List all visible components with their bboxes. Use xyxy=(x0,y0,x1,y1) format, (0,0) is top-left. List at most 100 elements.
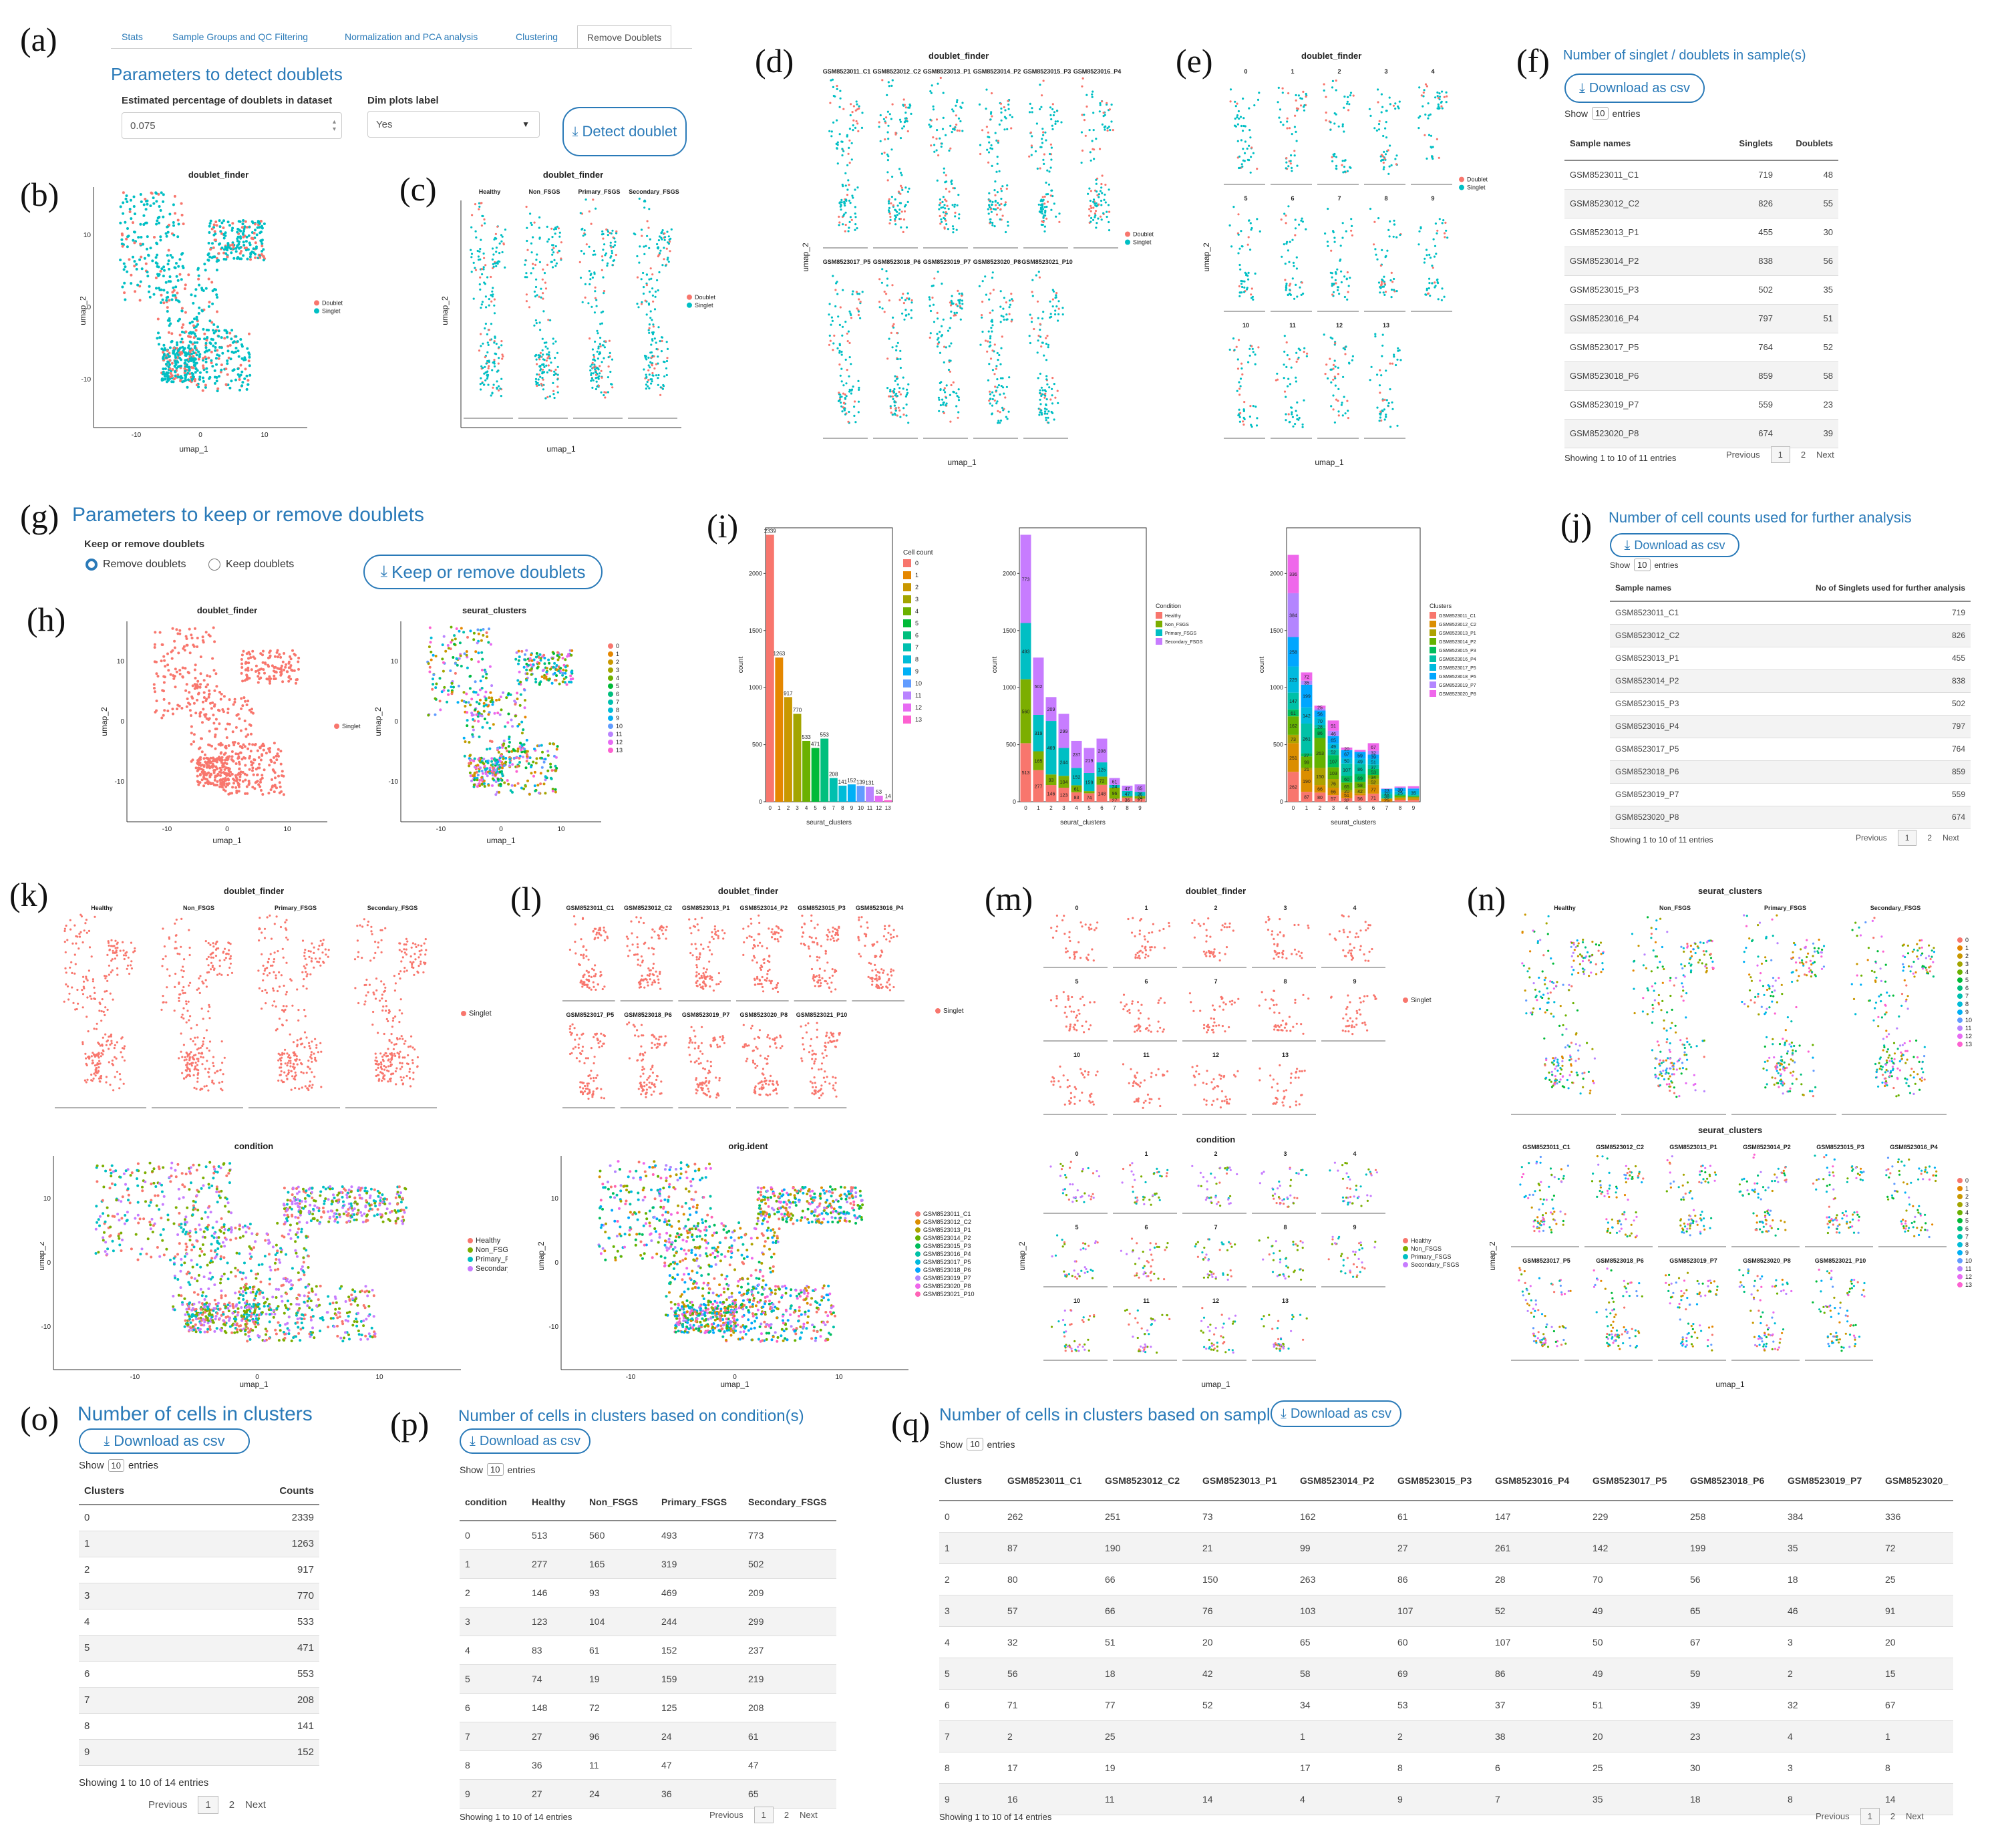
table-cell: 9 xyxy=(460,1779,526,1809)
page-2[interactable]: 2 xyxy=(784,1810,790,1820)
column-header[interactable]: GSM8523011_C1 xyxy=(1002,1460,1100,1501)
next-link[interactable]: Next xyxy=(800,1810,818,1820)
column-header[interactable]: Secondary_FSGS xyxy=(743,1483,836,1521)
radio-remove[interactable]: Remove doublets xyxy=(86,559,186,571)
column-header[interactable]: Sample names xyxy=(1564,127,1711,161)
legend-swatch xyxy=(1430,612,1436,619)
next-link[interactable]: Next xyxy=(1816,450,1834,460)
bar-segment xyxy=(1394,800,1406,802)
next-link[interactable]: Next xyxy=(1906,1811,1924,1821)
page-1[interactable]: 1 xyxy=(198,1796,218,1814)
table-row: GSM8523020_P8 674 39 xyxy=(1564,419,1838,448)
tab-clustering[interactable]: Clustering xyxy=(516,31,558,42)
pct-input[interactable]: 0.075 ▴ ▾ xyxy=(122,112,342,139)
x-axis-label: umap_1 xyxy=(1715,1380,1745,1389)
previous-link[interactable]: Previous xyxy=(709,1810,743,1820)
entries-select[interactable]: 10 xyxy=(1634,559,1651,571)
facet-label: 4 xyxy=(1431,68,1434,75)
page-1[interactable]: 1 xyxy=(1897,830,1917,846)
keep-remove-button[interactable]: ⤓ Keep or remove doublets xyxy=(363,555,603,589)
previous-link[interactable]: Previous xyxy=(1816,1811,1850,1821)
bar-segment xyxy=(1109,798,1120,802)
table-cell: 244 xyxy=(656,1607,743,1636)
next-link[interactable]: Next xyxy=(245,1799,266,1811)
bar-label: 67 xyxy=(1344,753,1349,758)
legend-label: Primary_FSGS xyxy=(1165,631,1196,636)
bar-segment xyxy=(1327,749,1339,756)
column-header[interactable]: Counts xyxy=(212,1478,319,1505)
page-2[interactable]: 2 xyxy=(1890,1811,1896,1821)
legend-label: Singlet xyxy=(322,307,341,314)
entries-select[interactable]: 10 xyxy=(108,1459,124,1472)
table-row: 9 27 24 36 65 xyxy=(460,1779,836,1809)
column-header[interactable]: Sample names xyxy=(1610,575,1743,602)
tab-stats[interactable]: Stats xyxy=(122,31,143,42)
column-header[interactable]: No of Singlets used for further analysis xyxy=(1743,575,1971,602)
y-tick-label: 1500 xyxy=(1003,627,1016,634)
entries-select[interactable]: 10 xyxy=(967,1438,983,1450)
radio-keep[interactable]: Keep doublets xyxy=(208,559,294,571)
page-2[interactable]: 2 xyxy=(1927,833,1933,842)
column-header[interactable]: GSM8523020_ xyxy=(1880,1460,1954,1501)
entries-select[interactable]: 10 xyxy=(1592,107,1609,120)
column-header[interactable]: condition xyxy=(460,1483,526,1521)
spinner-icon[interactable]: ▴ ▾ xyxy=(332,118,336,133)
column-header[interactable]: Clusters xyxy=(79,1478,212,1505)
facet-label: GSM8523018_P6 xyxy=(873,259,921,265)
column-header[interactable]: GSM8523019_P7 xyxy=(1782,1460,1880,1501)
bar-segment xyxy=(1341,747,1353,750)
facet-label: 9 xyxy=(1353,978,1356,985)
entries-select[interactable]: 10 xyxy=(487,1463,504,1476)
legend-swatch xyxy=(903,716,911,724)
legend-label: GSM8523018_P6 xyxy=(923,1267,971,1273)
download-csv-button-j[interactable]: ⤓ Download as csv xyxy=(1610,533,1739,557)
table-cell: 9 xyxy=(1392,1783,1490,1815)
download-csv-button-q[interactable]: ⤓ Download as csv xyxy=(1271,1400,1401,1427)
detect-doublet-button[interactable]: ⤓ Detect doublet xyxy=(562,107,687,156)
x-tick-label: 9 xyxy=(1412,805,1415,811)
page-1[interactable]: 1 xyxy=(1860,1808,1880,1825)
column-header[interactable]: GSM8523017_P5 xyxy=(1587,1460,1685,1501)
legend-swatch xyxy=(1125,231,1130,237)
table-cell: GSM8523017_P5 xyxy=(1564,333,1711,362)
column-header[interactable]: Singlets xyxy=(1711,127,1778,161)
column-header[interactable]: Doublets xyxy=(1778,127,1838,161)
column-header[interactable]: GSM8523018_P6 xyxy=(1685,1460,1782,1501)
tab-normalization[interactable]: Normalization and PCA analysis xyxy=(345,31,478,42)
column-header[interactable]: GSM8523016_P4 xyxy=(1490,1460,1587,1501)
table-cell: 23 xyxy=(1685,1720,1782,1752)
page-1[interactable]: 1 xyxy=(754,1807,774,1823)
table-cell: GSM8523015_P3 xyxy=(1564,275,1711,305)
bar-label: 553 xyxy=(820,732,830,738)
previous-link[interactable]: Previous xyxy=(1856,833,1887,842)
tab-sample-groups[interactable]: Sample Groups and QC Filtering xyxy=(172,31,309,42)
page-2[interactable]: 2 xyxy=(1800,450,1806,460)
tab-remove-doublets[interactable]: Remove Doublets xyxy=(577,25,672,48)
table-cell: 4 xyxy=(460,1636,526,1665)
previous-link[interactable]: Previous xyxy=(148,1799,188,1811)
column-header[interactable]: Healthy xyxy=(526,1483,584,1521)
column-header[interactable]: Non_FSGS xyxy=(584,1483,656,1521)
x-axis-label: seurat_clusters xyxy=(1331,819,1376,826)
column-header[interactable]: GSM8523013_P1 xyxy=(1197,1460,1295,1501)
column-header[interactable]: Clusters xyxy=(939,1460,1002,1501)
column-header[interactable]: GSM8523012_C2 xyxy=(1100,1460,1197,1501)
column-header[interactable]: GSM8523014_P2 xyxy=(1295,1460,1392,1501)
page-2[interactable]: 2 xyxy=(228,1799,235,1811)
download-csv-button-f[interactable]: ⤓ Download as csv xyxy=(1564,73,1705,103)
page-1[interactable]: 1 xyxy=(1770,446,1790,463)
previous-link[interactable]: Previous xyxy=(1726,450,1760,460)
table-cell: 53 xyxy=(1392,1689,1490,1721)
table-cell: 125 xyxy=(656,1693,743,1722)
legend-swatch xyxy=(1430,681,1436,688)
column-header[interactable]: GSM8523015_P3 xyxy=(1392,1460,1490,1501)
table-cell: 560 xyxy=(584,1521,656,1550)
column-header[interactable]: Primary_FSGS xyxy=(656,1483,743,1521)
dim-select[interactable]: Yes ▼ xyxy=(367,111,540,138)
bar-label: 244 xyxy=(1060,760,1068,765)
next-link[interactable]: Next xyxy=(1943,833,1959,842)
x-tick-label: 6 xyxy=(1372,805,1375,811)
download-csv-button-p[interactable]: ⤓ Download as csv xyxy=(460,1428,591,1454)
download-csv-button-o[interactable]: ⤓ Download as csv xyxy=(79,1428,250,1454)
umap-l: doublet_finder GSM8523011_C1 GSM8523012_C2… xyxy=(536,886,975,1389)
